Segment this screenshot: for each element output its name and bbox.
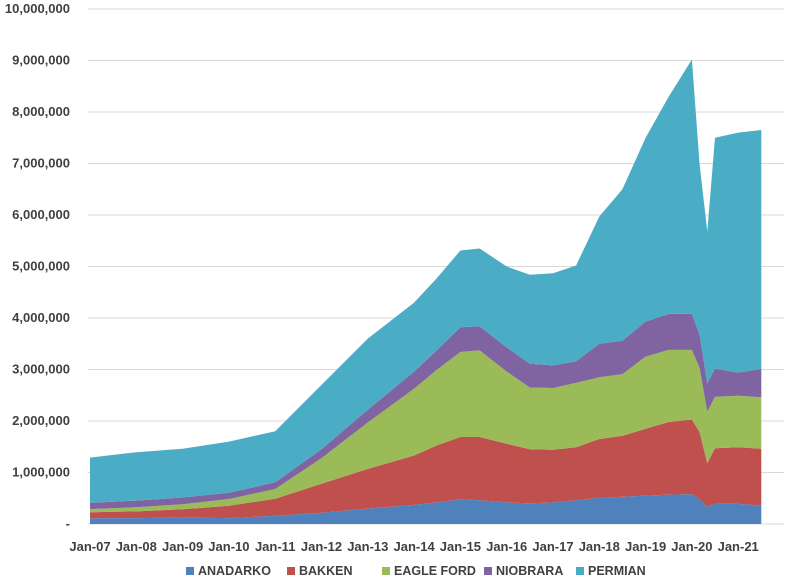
x-tick-label: Jan-20 [671, 539, 712, 554]
x-tick-label: Jan-18 [579, 539, 620, 554]
legend-label-bakken: BAKKEN [299, 564, 352, 578]
y-tick-label: 4,000,000 [12, 310, 70, 325]
y-tick-label: 8,000,000 [12, 104, 70, 119]
area-bakken [90, 419, 762, 519]
y-tick-label: - [66, 516, 70, 531]
y-tick-label: 3,000,000 [12, 362, 70, 377]
y-tick-label: 5,000,000 [12, 259, 70, 274]
y-tick-label: 6,000,000 [12, 207, 70, 222]
legend-label-niobrara: NIOBRARA [496, 564, 563, 578]
legend: ANADARKO BAKKEN EAGLE FORD NIOBRARA PERMIAN [186, 564, 646, 578]
series-areas [90, 59, 762, 524]
x-tick-label: Jan-17 [532, 539, 573, 554]
area-permian [90, 59, 762, 503]
legend-label-anadarko: ANADARKO [198, 564, 271, 578]
x-tick-label: Jan-08 [116, 539, 157, 554]
area-eagle-ford [90, 349, 762, 513]
x-tick-label: Jan-19 [625, 539, 666, 554]
x-tick-label: Jan-15 [440, 539, 481, 554]
legend-swatch-eagle-ford [382, 567, 390, 575]
x-tick-label: Jan-21 [718, 539, 759, 554]
x-tick-label: Jan-11 [255, 539, 295, 554]
legend-swatch-niobrara [484, 567, 492, 575]
legend-label-permian: PERMIAN [588, 564, 646, 578]
x-tick-label: Jan-07 [69, 539, 110, 554]
x-tick-label: Jan-10 [208, 539, 249, 554]
area-niobrara [90, 313, 762, 510]
x-tick-label: Jan-16 [486, 539, 527, 554]
area-anadarko [90, 494, 762, 524]
legend-swatch-permian [576, 567, 584, 575]
x-tick-label: Jan-13 [347, 539, 388, 554]
x-axis-tick-labels: Jan-07 Jan-08 Jan-09 Jan-10 Jan-11 Jan-12 Jan-… [69, 539, 758, 554]
legend-swatch-anadarko [186, 567, 194, 575]
x-tick-label: Jan-09 [162, 539, 203, 554]
y-axis-tick-labels: - 1,000,000 2,000,000 3,000,000 4,000,000 5,0… [5, 1, 70, 531]
x-tick-label: Jan-12 [301, 539, 342, 554]
y-tick-label: 9,000,000 [12, 53, 70, 68]
y-tick-label: 2,000,000 [12, 413, 70, 428]
y-tick-label: 10,000,000 [5, 1, 70, 16]
legend-label-eagle-ford: EAGLE FORD [394, 564, 476, 578]
y-tick-label: 1,000,000 [12, 465, 70, 480]
legend-swatch-bakken [287, 567, 295, 575]
x-tick-label: Jan-14 [393, 539, 435, 554]
y-tick-label: 7,000,000 [12, 156, 70, 171]
